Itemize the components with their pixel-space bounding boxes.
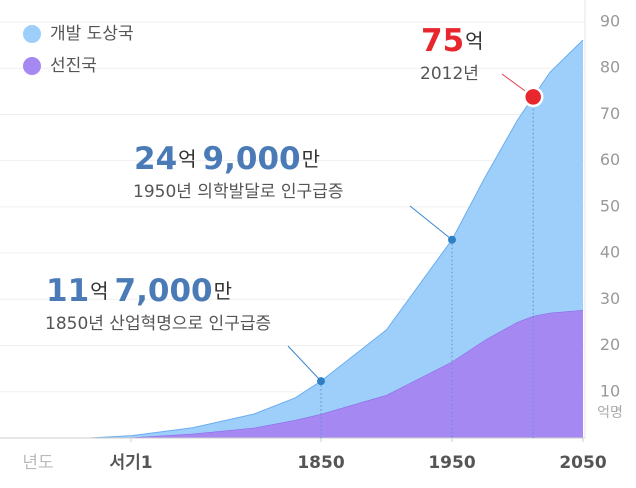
annotation-text: 2012년	[420, 64, 479, 84]
y-tick-label: 80	[600, 58, 620, 77]
annotation-unit: 만	[214, 279, 232, 303]
y-unit: 억명	[597, 405, 623, 421]
legend-label: 개발 도상국	[50, 24, 134, 44]
annotation-unit: 억	[90, 279, 108, 303]
legend-swatch	[23, 25, 41, 43]
x-tick-label: 1850	[297, 453, 344, 473]
annotation-number: 24	[134, 141, 177, 177]
annotation-number: 11	[46, 273, 89, 309]
x-tick-label: 2050	[559, 453, 606, 473]
annotation-text: 1950년 의학발달로 인구급증	[133, 182, 343, 202]
area	[89, 310, 584, 438]
annotation-unit: 만	[302, 147, 320, 171]
y-tick-label: 20	[600, 335, 620, 354]
annotation-number: 75	[421, 23, 464, 59]
annotation-unit: 억	[178, 147, 196, 171]
leader-line	[409, 205, 453, 241]
x-tick-label: 서기1	[109, 453, 152, 473]
annotation-number: 9,000	[203, 141, 301, 177]
marker	[448, 235, 456, 244]
marker	[522, 86, 544, 108]
annotation-number: 7,000	[115, 273, 213, 309]
annotation-value: 24억 9,000만	[134, 141, 320, 177]
marker	[317, 377, 325, 386]
annotation-value: 11억 7,000만	[46, 273, 232, 309]
y-tick-label: 90	[600, 12, 620, 31]
area	[89, 40, 584, 438]
annotation-unit: 억	[465, 29, 483, 53]
y-tick-label: 60	[600, 150, 620, 169]
legend-label: 선진국	[50, 56, 97, 76]
annotation-value: 75억	[421, 23, 484, 59]
y-tick-label: 30	[600, 289, 620, 308]
y-tick-label: 50	[600, 196, 620, 215]
x-tick-label: 1950	[428, 453, 475, 473]
legend-swatch	[23, 57, 41, 75]
y-tick-label: 10	[600, 381, 620, 400]
y-tick-label: 70	[600, 104, 620, 123]
y-tick-label: 40	[600, 243, 620, 262]
leader-line	[287, 345, 322, 382]
x-axis-label: 년도	[22, 453, 53, 473]
annotation-text: 1850년 산업혁명으로 인구급증	[45, 314, 271, 334]
